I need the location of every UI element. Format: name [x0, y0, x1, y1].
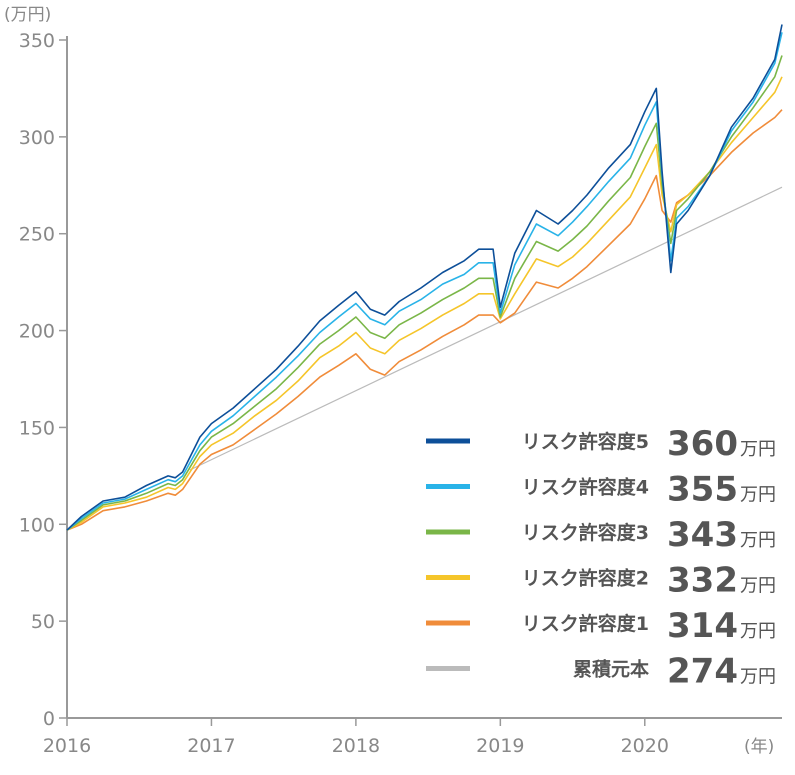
series-line	[66, 76, 783, 531]
y-tick-label: 50	[31, 611, 55, 633]
legend-value-unit: 万円	[740, 667, 776, 688]
x-tick-label: 2018	[332, 735, 380, 757]
legend-final-value: 355	[667, 470, 738, 510]
legend-value-unit: 万円	[740, 439, 776, 460]
legend-value-unit: 万円	[740, 485, 776, 506]
y-tick-label: 150	[19, 417, 55, 439]
series-lines	[66, 24, 783, 531]
legend-series-name: 累積元本	[573, 658, 649, 681]
axes: 0 50 100 150 200 250 300 350 2016 2017 2018 2019 202…	[19, 30, 782, 757]
legend-series-name: リスク許容度3	[522, 521, 649, 544]
x-tick-label: 2019	[476, 735, 524, 757]
x-tick-label: 2017	[187, 735, 235, 757]
x-axis-unit: (年)	[744, 737, 774, 757]
series-line	[66, 109, 783, 531]
y-tick-label: 200	[19, 321, 55, 343]
legend-series-name: リスク許容度1	[522, 612, 649, 635]
series-line	[189, 186, 783, 471]
legend-final-value: 343	[667, 515, 738, 555]
y-axis-unit: (万円)	[4, 5, 51, 25]
legend-series-name: リスク許容度2	[522, 567, 649, 590]
y-tick-label: 100	[19, 514, 55, 536]
legend-series-name: リスク許容度5	[522, 430, 649, 453]
x-tick-label: 2016	[43, 735, 91, 757]
legend-value-unit: 万円	[740, 576, 776, 597]
legend-value-unit: 万円	[740, 530, 776, 551]
x-tick-label: 2020	[621, 735, 669, 757]
y-tick-label: 300	[19, 127, 55, 149]
legend-final-value: 274	[667, 652, 738, 692]
series-line	[66, 24, 783, 531]
legend-final-value: 314	[667, 606, 738, 646]
legend-value-unit: 万円	[740, 621, 776, 642]
y-tick-label: 0	[43, 708, 55, 730]
series-line	[66, 55, 783, 531]
y-tick-label: 350	[19, 30, 55, 52]
y-tick-label: 250	[19, 224, 55, 246]
legend-series-name: リスク許容度4	[522, 476, 649, 499]
legend-final-value: 332	[667, 561, 738, 601]
legend-final-value: 360	[667, 424, 738, 464]
